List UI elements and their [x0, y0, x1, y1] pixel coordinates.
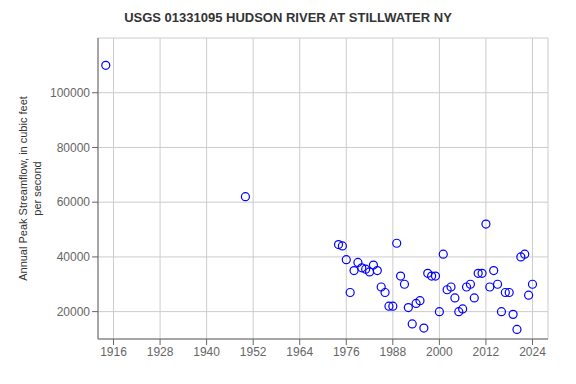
- svg-text:1988: 1988: [379, 345, 406, 359]
- svg-text:1952: 1952: [240, 345, 267, 359]
- html-text:USGS 01331095 HUDSON RIVER AT: USGS 01331095 HUDSON RIVER AT STILLWATER…: [124, 10, 452, 25]
- svg-text:60000: 60000: [57, 195, 91, 209]
- svg-text:80000: 80000: [57, 141, 91, 155]
- svg-text:2000: 2000: [426, 345, 453, 359]
- svg-text:per second: per second: [31, 161, 43, 215]
- svg-text:100000: 100000: [50, 86, 90, 100]
- svg-text:20000: 20000: [57, 305, 91, 319]
- svg-text:Annual Peak Streamflow, in cub: Annual Peak Streamflow, in cubic feet: [17, 96, 29, 281]
- svg-text:1916: 1916: [100, 345, 127, 359]
- svg-text:2012: 2012: [473, 345, 500, 359]
- svg-text:2024: 2024: [519, 345, 546, 359]
- svg-text:1928: 1928: [147, 345, 174, 359]
- svg-text:1964: 1964: [286, 345, 313, 359]
- svg-text:1940: 1940: [193, 345, 220, 359]
- svg-text:40000: 40000: [57, 250, 91, 264]
- svg-text:1976: 1976: [333, 345, 360, 359]
